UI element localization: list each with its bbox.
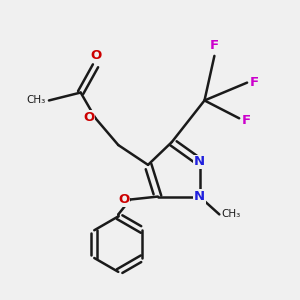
Text: CH₃: CH₃ [221, 209, 241, 219]
Text: F: F [250, 76, 259, 89]
Text: N: N [194, 155, 205, 168]
Text: O: O [91, 49, 102, 62]
Text: O: O [83, 111, 94, 124]
Text: CH₃: CH₃ [27, 95, 46, 106]
Text: O: O [118, 193, 129, 206]
Text: N: N [194, 190, 205, 203]
Text: F: F [242, 114, 251, 127]
Text: F: F [210, 39, 219, 52]
